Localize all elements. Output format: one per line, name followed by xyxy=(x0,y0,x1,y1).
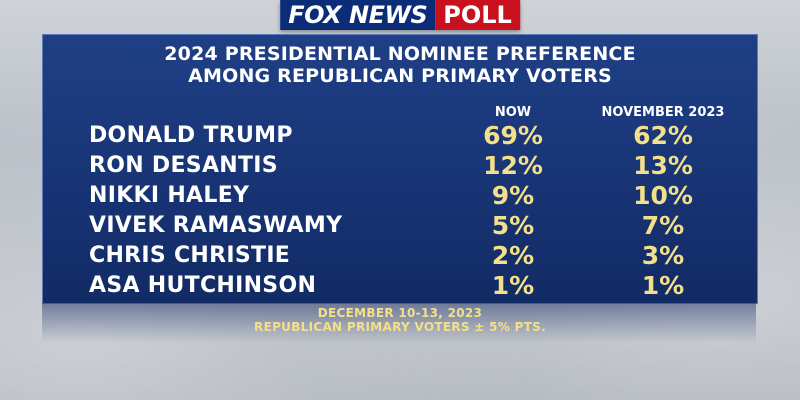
chart-title: 2024 PRESIDENTIAL NOMINEE PREFERENCE xyxy=(164,43,636,65)
value-november-2023: 7% xyxy=(641,211,685,240)
fox-news-poll-logo: FOX NEWS POLL xyxy=(280,0,520,30)
value-november-2023: 1% xyxy=(641,271,685,300)
candidate-name: RON DESANTIS xyxy=(89,153,278,178)
logo-fox-news: FOX NEWS xyxy=(280,0,436,30)
table-row: RON DESANTIS 12% 13% xyxy=(43,151,757,181)
table-row: ASA HUTCHINSON 1% 1% xyxy=(43,271,757,301)
table-row: NIKKI HALEY 9% 10% xyxy=(43,181,757,211)
candidate-name: NIKKI HALEY xyxy=(89,183,250,208)
column-header-now: NOW xyxy=(494,105,532,120)
column-header-november-2023: NOVEMBER 2023 xyxy=(601,105,725,120)
value-now: 69% xyxy=(483,121,543,150)
table-row: VIVEK RAMASWAMY 5% 7% xyxy=(43,211,757,241)
value-november-2023: 13% xyxy=(633,151,693,180)
table-row: CHRIS CHRISTIE 2% 3% xyxy=(43,241,757,271)
chart-title-block: 2024 PRESIDENTIAL NOMINEE PREFERENCE AMO… xyxy=(43,43,757,87)
footnote-sample: REPUBLICAN PRIMARY VOTERS ± 5% PTS. xyxy=(254,320,546,334)
value-now: 2% xyxy=(491,241,535,270)
candidate-name: CHRIS CHRISTIE xyxy=(89,243,291,268)
candidate-name: DONALD TRUMP xyxy=(89,123,293,148)
value-now: 9% xyxy=(491,181,535,210)
value-now: 5% xyxy=(491,211,535,240)
logo-poll: POLL xyxy=(435,0,520,30)
value-november-2023: 10% xyxy=(633,181,693,210)
footnote-dates: DECEMBER 10-13, 2023 xyxy=(317,306,483,320)
footer-band xyxy=(42,303,756,343)
table-row: DONALD TRUMP 69% 62% xyxy=(43,121,757,151)
chart-subtitle: AMONG REPUBLICAN PRIMARY VOTERS xyxy=(188,65,612,87)
value-november-2023: 3% xyxy=(641,241,685,270)
value-now: 12% xyxy=(483,151,543,180)
poll-panel: 2024 PRESIDENTIAL NOMINEE PREFERENCE AMO… xyxy=(42,34,758,304)
candidate-name: ASA HUTCHINSON xyxy=(89,273,317,298)
results-table: DONALD TRUMP 69% 62% RON DESANTIS 12% 13… xyxy=(43,121,757,301)
value-now: 1% xyxy=(491,271,535,300)
value-november-2023: 62% xyxy=(633,121,693,150)
footnote: DECEMBER 10-13, 2023 REPUBLICAN PRIMARY … xyxy=(0,306,800,334)
candidate-name: VIVEK RAMASWAMY xyxy=(89,213,343,238)
